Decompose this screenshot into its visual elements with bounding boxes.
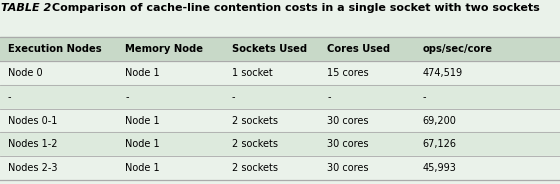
Text: Nodes 2-3: Nodes 2-3	[8, 163, 57, 173]
Text: Node 1: Node 1	[125, 68, 160, 78]
Text: Sockets Used: Sockets Used	[232, 44, 307, 54]
Bar	[0, 85, 560, 109]
Text: Node 0: Node 0	[8, 68, 43, 78]
Text: Comparison of cache-line contention costs in a single socket with two sockets: Comparison of cache-line contention cost…	[52, 3, 539, 13]
Text: Execution Nodes: Execution Nodes	[8, 44, 101, 54]
Bar	[0, 132, 560, 156]
Text: -: -	[327, 92, 330, 102]
Text: 1 socket: 1 socket	[232, 68, 273, 78]
Text: -: -	[422, 92, 426, 102]
Text: 2 sockets: 2 sockets	[232, 139, 278, 149]
Text: 69,200: 69,200	[422, 116, 456, 125]
Text: Node 1: Node 1	[125, 116, 160, 125]
Text: -: -	[232, 92, 235, 102]
Text: 67,126: 67,126	[422, 139, 456, 149]
Bar	[0, 0, 560, 37]
Text: -: -	[8, 92, 11, 102]
Bar	[0, 61, 560, 85]
Bar	[0, 109, 560, 132]
Text: 2 sockets: 2 sockets	[232, 116, 278, 125]
Text: Node 1: Node 1	[125, 163, 160, 173]
Text: 2 sockets: 2 sockets	[232, 163, 278, 173]
Text: Memory Node: Memory Node	[125, 44, 203, 54]
Text: Nodes 1-2: Nodes 1-2	[8, 139, 57, 149]
Text: 30 cores: 30 cores	[327, 139, 368, 149]
Text: TABLE 2: TABLE 2	[1, 3, 52, 13]
Text: -: -	[125, 92, 129, 102]
Text: 474,519: 474,519	[422, 68, 463, 78]
Text: 15 cores: 15 cores	[327, 68, 368, 78]
Text: ops/sec/core: ops/sec/core	[422, 44, 492, 54]
Text: Node 1: Node 1	[125, 139, 160, 149]
Bar	[0, 156, 560, 180]
Text: Nodes 0-1: Nodes 0-1	[8, 116, 57, 125]
Text: 30 cores: 30 cores	[327, 163, 368, 173]
Bar	[0, 37, 560, 61]
Text: 45,993: 45,993	[422, 163, 456, 173]
Text: Cores Used: Cores Used	[327, 44, 390, 54]
Text: 30 cores: 30 cores	[327, 116, 368, 125]
